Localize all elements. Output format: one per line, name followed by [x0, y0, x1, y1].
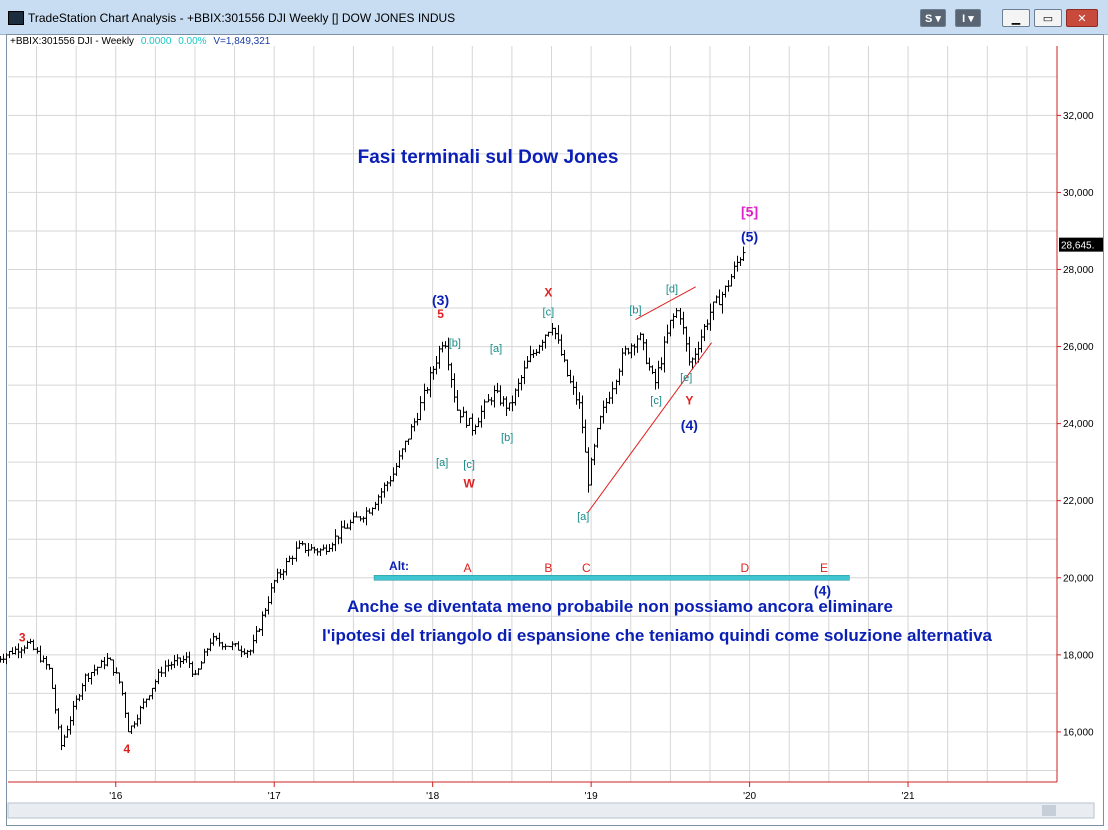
annotation-line-1: Anche se diventata meno probabile non po… [347, 597, 893, 616]
chart-header: +BBIX:301556 DJI - Weekly 0.0000 0.00% V… [10, 36, 270, 47]
x-tick-label: '18 [426, 791, 439, 802]
y-tick-label: 26,000 [1063, 342, 1094, 353]
price-bars [0, 246, 746, 751]
app-logo-icon [8, 11, 24, 25]
wave-label: [c] [543, 307, 555, 319]
wave-label: [e] [680, 372, 692, 384]
alt-wave-letter: E [820, 561, 828, 575]
y-tick-label: 28,000 [1063, 265, 1094, 276]
wave-label: 5 [437, 307, 444, 321]
wave-label: 4 [124, 742, 131, 756]
alt-band [373, 575, 850, 581]
minimize-icon: ▁ [1011, 13, 1021, 25]
symbol-label: +BBIX:301556 DJI - Weekly [10, 36, 135, 47]
maximize-button[interactable]: ▭ [1034, 9, 1062, 27]
y-tick-label: 16,000 [1063, 727, 1094, 738]
wave-label: (5) [741, 228, 758, 244]
window-title: TradeStation Chart Analysis - +BBIX:3015… [28, 11, 456, 25]
y-tick-label: 32,000 [1063, 111, 1094, 122]
net-change: 0.0000 [140, 36, 172, 47]
wave-label: W [463, 476, 475, 490]
indicator-menu-label: I [962, 13, 966, 25]
wave-label: [b] [501, 432, 513, 444]
wave-label: [5] [741, 203, 758, 219]
horizontal-scrollbar[interactable] [7, 802, 1095, 819]
style-menu-label: S [925, 13, 933, 25]
volume-readout: V=1,849,321 [213, 36, 271, 47]
x-tick-label: '16 [109, 791, 122, 802]
chart-title: Fasi terminali sul Dow Jones [358, 147, 619, 168]
close-icon: ✕ [1077, 13, 1087, 25]
alt-wave-letter: C [582, 561, 591, 575]
trendline [635, 286, 696, 321]
x-axis: '16 '17 '18 '19 '20 '21 [109, 782, 915, 802]
last-price-label: 28,645. [1061, 241, 1094, 252]
wave-label: [b] [449, 337, 461, 349]
indicator-menu-button[interactable]: I ▾ [955, 9, 981, 27]
title-bar: TradeStation Chart Analysis - +BBIX:3015… [0, 0, 1108, 35]
y-axis: 16,000 18,000 20,000 22,000 24,000 26,000 28,0… [1057, 111, 1103, 738]
maximize-icon: ▭ [1042, 13, 1054, 25]
alt-wave-label: (4) [814, 582, 831, 598]
alt-triangle-band: Alt: A B C D E (4) [373, 559, 850, 598]
y-tick-label: 30,000 [1063, 188, 1094, 199]
wave-label: (3) [432, 292, 449, 308]
alt-wave-letter: D [740, 561, 749, 575]
x-tick-label: '21 [902, 791, 915, 802]
trendline [587, 342, 712, 513]
wave-label: [c] [463, 459, 475, 471]
wave-label: [a] [436, 457, 448, 469]
wave-labels: 3 4 5(3) [b] [a] [c] W [a] [b] X [c] [a] [b] [d] [c] [e… [19, 203, 758, 756]
chart-window [6, 34, 1104, 826]
wave-label: [b] [629, 305, 641, 317]
x-tick-label: '19 [585, 791, 598, 802]
wave-label: X [544, 286, 552, 300]
last-price-flag [1059, 237, 1103, 252]
style-menu-button[interactable]: S ▾ [920, 9, 946, 27]
percent-change: 0.00% [178, 36, 207, 47]
trendlines [587, 286, 712, 513]
y-tick-label: 22,000 [1063, 496, 1094, 507]
x-tick-label: '20 [743, 791, 756, 802]
y-tick-label: 18,000 [1063, 650, 1094, 661]
wave-label: Y [685, 394, 693, 408]
wave-label: 3 [19, 630, 26, 644]
wave-label: [c] [650, 395, 662, 407]
wave-label: (4) [681, 417, 698, 433]
wave-label: [a] [490, 343, 502, 355]
y-tick-label: 20,000 [1063, 573, 1094, 584]
alt-label: Alt: [389, 559, 409, 573]
annotation-line-2: l'ipotesi del triangolo di espansione ch… [322, 626, 993, 645]
wave-label: [a] [577, 511, 589, 523]
y-tick-label: 24,000 [1063, 419, 1094, 430]
alt-wave-letter: B [544, 561, 552, 575]
alt-wave-letter: A [464, 561, 472, 575]
wave-label: [d] [666, 283, 678, 295]
minimize-button[interactable]: ▁ [1002, 9, 1030, 27]
grid-lines [8, 46, 1057, 782]
scrollbar-thumb[interactable] [1042, 805, 1056, 816]
close-button[interactable]: ✕ [1066, 9, 1098, 27]
x-tick-label: '17 [268, 791, 281, 802]
